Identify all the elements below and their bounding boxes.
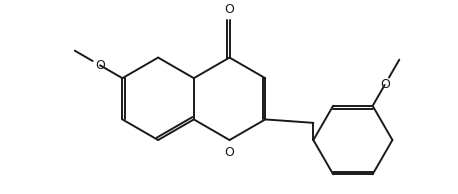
Text: O: O (224, 3, 234, 16)
Text: O: O (95, 59, 105, 72)
Text: O: O (224, 146, 234, 159)
Text: O: O (380, 78, 390, 91)
